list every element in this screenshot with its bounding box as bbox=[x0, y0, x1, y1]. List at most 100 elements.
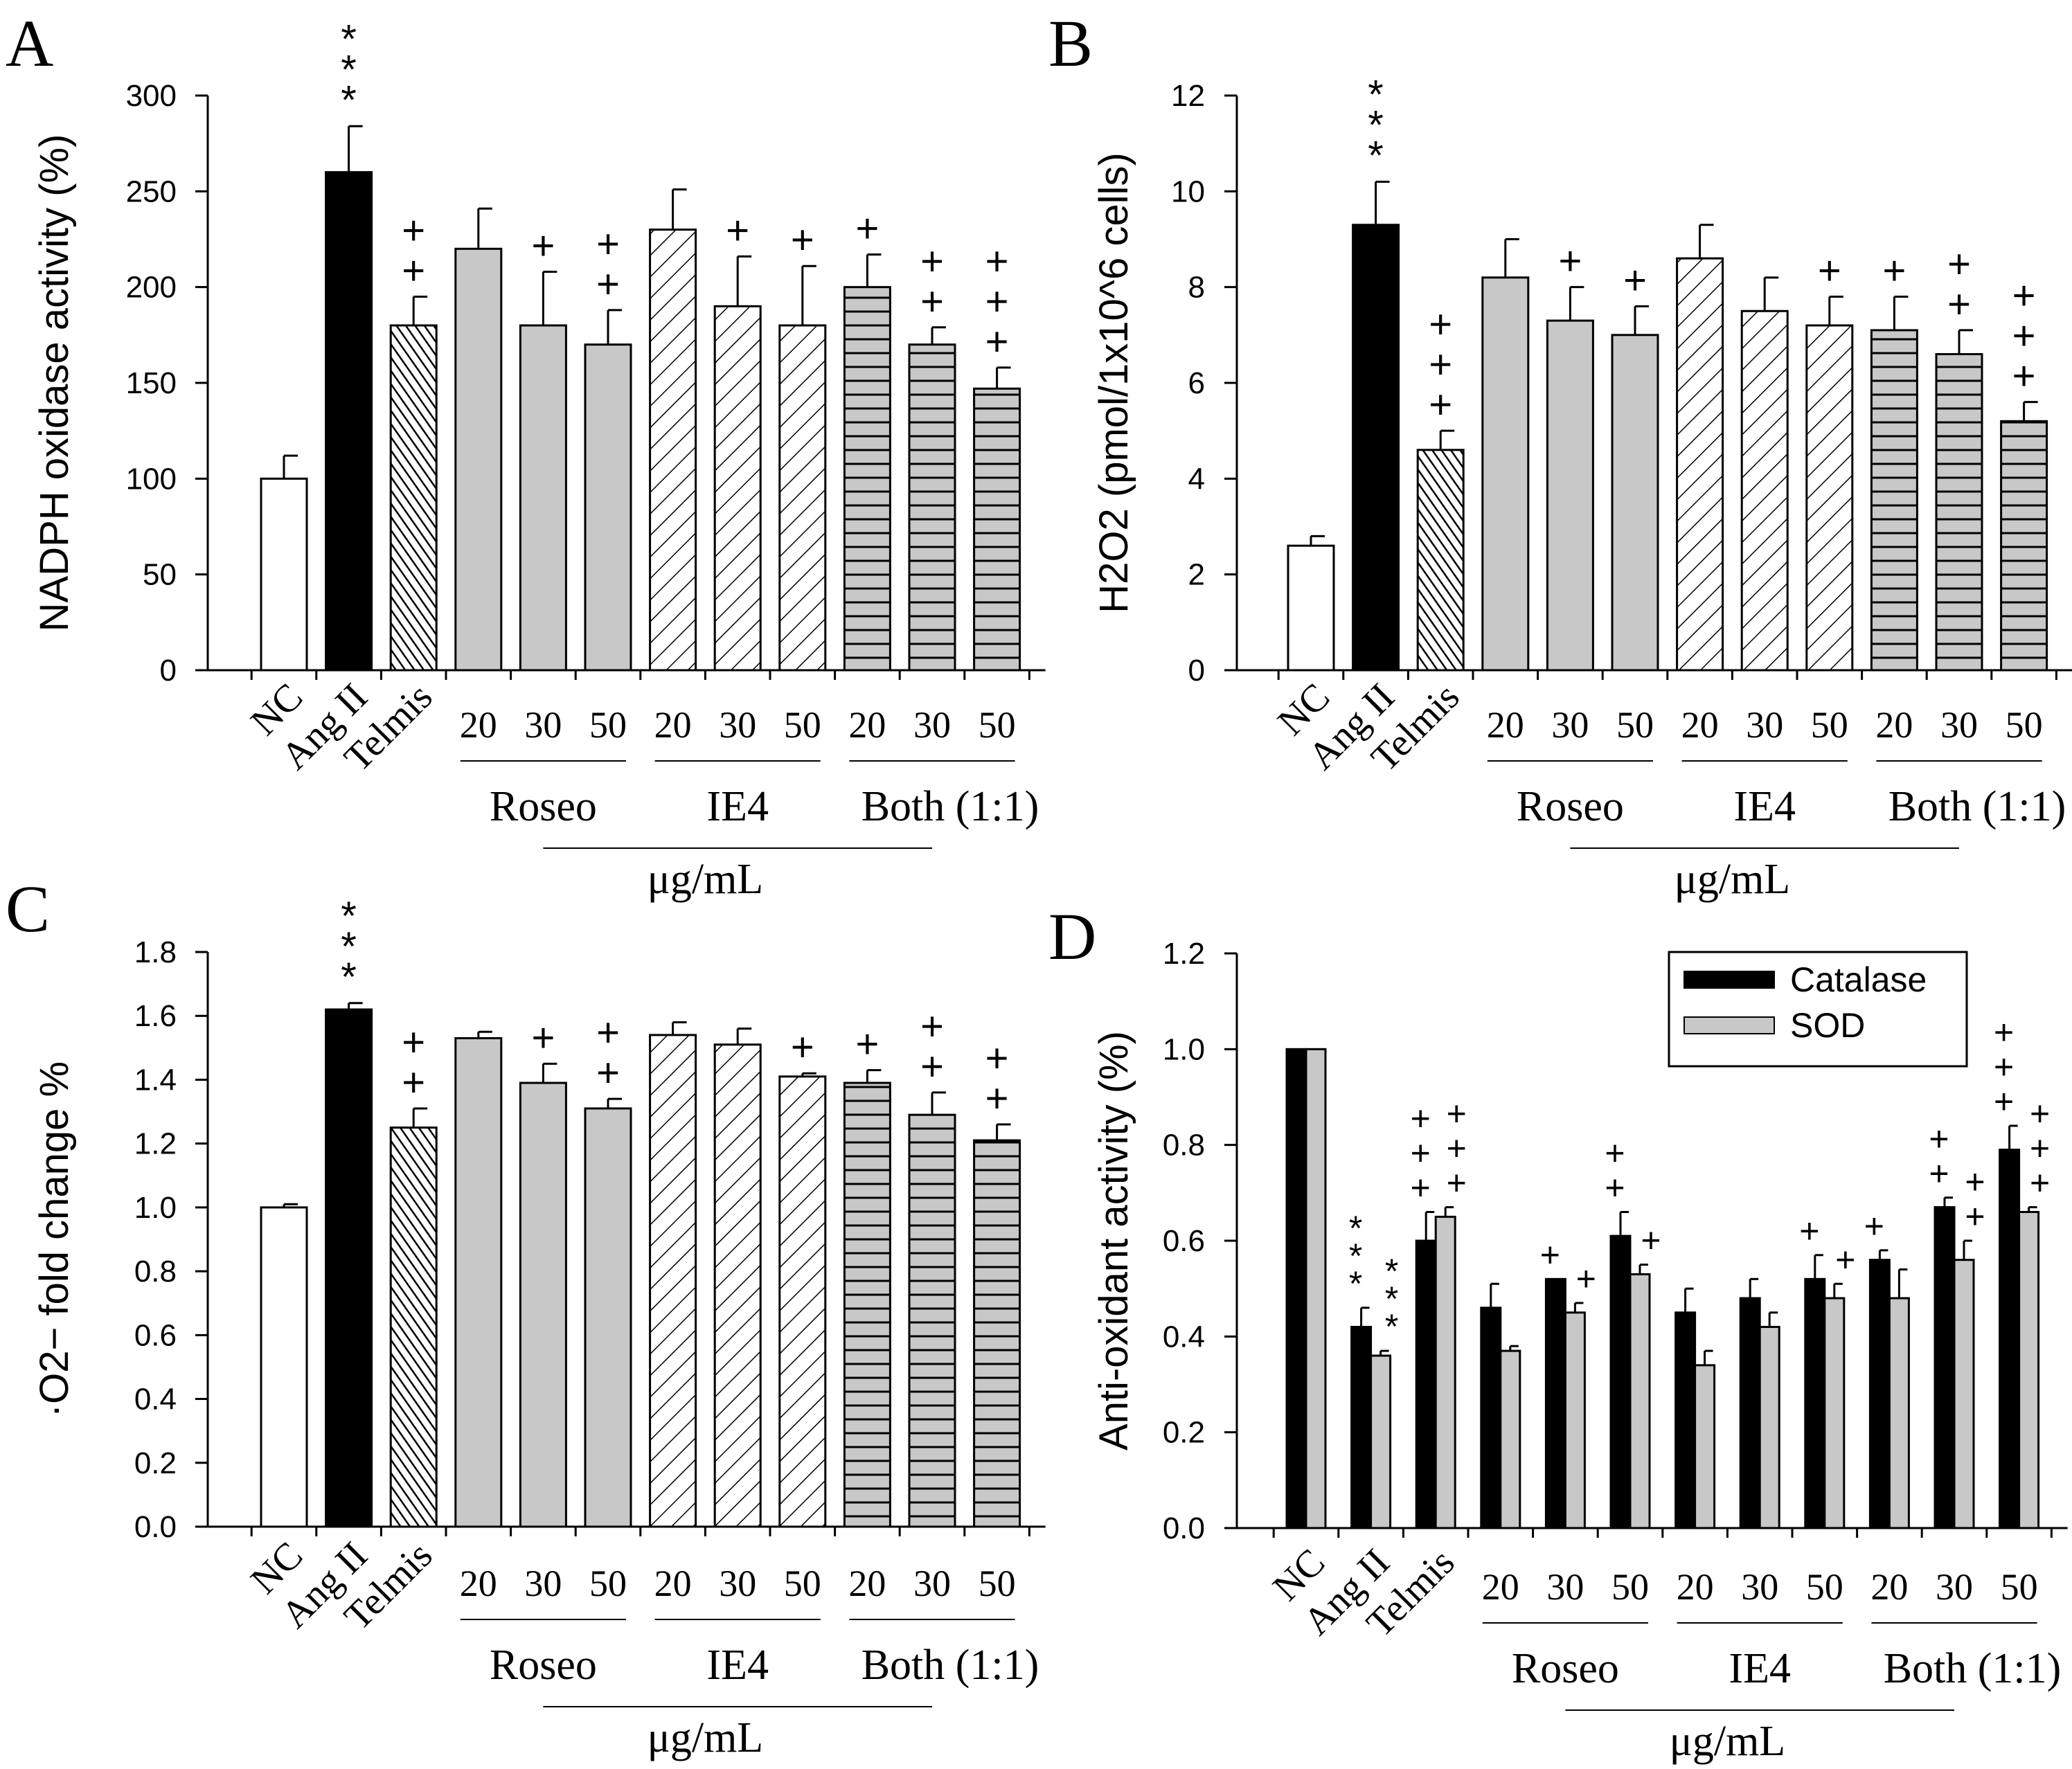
bar bbox=[1546, 319, 1594, 672]
y-tick-label: 150 bbox=[126, 366, 177, 400]
y-tick-label: 50 bbox=[143, 558, 177, 592]
dose-label: 50 bbox=[1616, 704, 1654, 746]
sod-bar bbox=[1694, 1364, 1716, 1529]
legend-label-catalase: Catalase bbox=[1790, 960, 1927, 999]
dose-label: 20 bbox=[848, 704, 886, 746]
significance-plus: + bbox=[596, 262, 620, 307]
legend-label-sod: SOD bbox=[1790, 1006, 1865, 1045]
significance-plus: + bbox=[2012, 273, 2036, 318]
significance-plus: + bbox=[1411, 1099, 1431, 1138]
significance-plus: + bbox=[920, 1044, 944, 1089]
bar bbox=[389, 1126, 438, 1528]
dose-label: 30 bbox=[1746, 704, 1783, 746]
bar bbox=[584, 343, 632, 672]
group-label: IE4 bbox=[1729, 1645, 1791, 1692]
y-tick-label: 250 bbox=[126, 174, 177, 208]
significance-plus: + bbox=[1447, 1095, 1467, 1133]
significance-plus: + bbox=[920, 279, 944, 324]
panel-c: C 0.0 0.2 0.4 0.6 0.8 1.0 1.2 1.4 1.6 1.8 ·O2− fold… bbox=[6, 872, 1046, 1761]
significance-plus: + bbox=[1799, 1212, 1819, 1250]
significance-star: * bbox=[341, 894, 357, 939]
significance-plus: + bbox=[1411, 1134, 1431, 1173]
bar bbox=[584, 1107, 632, 1528]
y-tick-label: 0.0 bbox=[1163, 1511, 1205, 1545]
significance-star: * bbox=[1349, 1209, 1362, 1248]
dose-label: 50 bbox=[589, 1563, 627, 1604]
significance-plus: + bbox=[985, 279, 1009, 324]
y-tick-label: 2 bbox=[1188, 558, 1205, 592]
significance-plus: + bbox=[985, 1076, 1009, 1121]
dose-label: 30 bbox=[913, 1563, 951, 1604]
y-tick-label: 300 bbox=[126, 79, 177, 113]
y-tick-label: 0.6 bbox=[134, 1318, 177, 1352]
significance-plus: + bbox=[1835, 1240, 1855, 1279]
significance-star: * bbox=[1385, 1252, 1398, 1291]
y-tick-label: 0 bbox=[1188, 654, 1205, 688]
significance-plus: + bbox=[596, 1010, 620, 1055]
significance-plus: + bbox=[1447, 1164, 1467, 1203]
unit-label: μg/mL bbox=[1670, 1718, 1786, 1765]
bar bbox=[325, 171, 373, 672]
dose-label: 20 bbox=[1681, 704, 1719, 746]
dose-label: 20 bbox=[1870, 1566, 1908, 1608]
y-tick-label: 0.8 bbox=[134, 1255, 177, 1288]
bar bbox=[973, 1139, 1021, 1528]
sod-bar bbox=[1758, 1326, 1780, 1529]
significance-plus: + bbox=[1429, 342, 1452, 387]
sod-bar bbox=[2018, 1211, 2040, 1529]
bar bbox=[908, 343, 956, 672]
dose-label: 20 bbox=[654, 1563, 692, 1604]
dose-label: 50 bbox=[1811, 704, 1848, 746]
bar bbox=[325, 1008, 373, 1528]
significance-star: * bbox=[341, 78, 357, 123]
sod-bar bbox=[1888, 1297, 1910, 1529]
unit-label: μg/mL bbox=[648, 856, 764, 903]
significance-plus: + bbox=[2012, 314, 2036, 359]
y-tick-label: 0.0 bbox=[134, 1510, 177, 1544]
bar bbox=[778, 324, 827, 672]
significance-plus: + bbox=[791, 217, 814, 262]
dose-label: 50 bbox=[784, 704, 821, 746]
catalase-bar bbox=[1285, 1048, 1307, 1529]
bar bbox=[843, 286, 891, 672]
bar bbox=[454, 1037, 503, 1528]
dose-label: 20 bbox=[1487, 704, 1524, 746]
dose-label: 20 bbox=[460, 1563, 497, 1604]
bar bbox=[519, 324, 567, 672]
dose-label: 30 bbox=[1546, 1566, 1584, 1608]
dose-label: 30 bbox=[524, 1563, 562, 1604]
significance-star: * bbox=[1349, 1264, 1362, 1303]
panel-d: D 0.0 0.2 0.4 0.6 0.8 1.0 1.2 Anti-oxidant activ… bbox=[1048, 899, 2068, 1765]
significance-plus: + bbox=[2030, 1095, 2050, 1133]
dose-label: 30 bbox=[719, 704, 756, 746]
significance-plus: + bbox=[920, 239, 944, 284]
y-axis-title: ·O2− fold change % bbox=[32, 1061, 77, 1417]
significance-plus: + bbox=[1994, 1048, 2014, 1086]
significance-star: * bbox=[1349, 1237, 1362, 1275]
bar bbox=[713, 1043, 762, 1528]
catalase-bar bbox=[1674, 1311, 1697, 1529]
y-tick-label: 1.6 bbox=[134, 999, 177, 1033]
catalase-bar bbox=[1480, 1306, 1502, 1529]
significance-star: * bbox=[1368, 103, 1384, 148]
catalase-bar bbox=[1544, 1277, 1566, 1529]
dose-label: 30 bbox=[913, 704, 951, 746]
y-tick-label: 0 bbox=[160, 654, 177, 688]
significance-plus: + bbox=[2012, 354, 2036, 399]
significance-plus: + bbox=[1818, 249, 1841, 294]
sod-bar bbox=[1370, 1354, 1392, 1529]
y-tick-label: 0.8 bbox=[1163, 1129, 1205, 1162]
y-tick-label: 0.2 bbox=[134, 1446, 177, 1480]
dose-label: 20 bbox=[1677, 1566, 1714, 1608]
y-tick-label: 0.2 bbox=[1163, 1416, 1205, 1450]
significance-plus: + bbox=[791, 1025, 814, 1070]
group-label: Both (1:1) bbox=[861, 783, 1039, 830]
bar bbox=[843, 1081, 891, 1528]
sod-bar bbox=[1823, 1297, 1846, 1529]
significance-plus: + bbox=[1623, 258, 1647, 303]
unit-label: μg/mL bbox=[648, 1714, 764, 1761]
significance-plus: + bbox=[1576, 1259, 1596, 1298]
dose-label: 30 bbox=[1936, 1566, 1973, 1608]
catalase-bar bbox=[1739, 1297, 1761, 1529]
